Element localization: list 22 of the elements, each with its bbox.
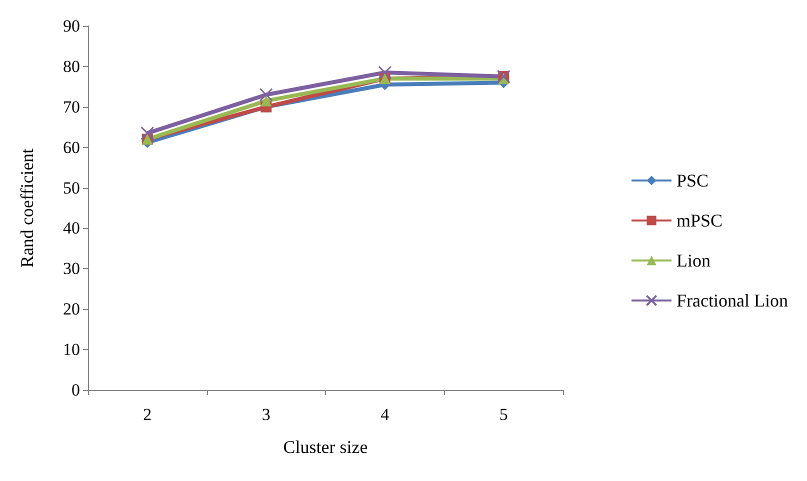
x-tick-label: 5	[499, 405, 508, 424]
y-tick-label: 40	[63, 218, 80, 238]
y-axis-title: Rand coefficient	[17, 148, 37, 268]
y-tick-label: 80	[63, 56, 80, 76]
legend-label: Lion	[676, 250, 711, 270]
point	[378, 66, 392, 80]
x-tick-label: 3	[262, 405, 270, 424]
y-tick-label: 60	[63, 138, 80, 157]
x-tick-label: 2	[143, 405, 152, 424]
legend-label: PSC	[676, 170, 709, 190]
y-tick-label: 30	[63, 259, 80, 278]
y-tick-label: 20	[63, 300, 80, 319]
y-tick-label: 50	[63, 178, 80, 198]
point	[140, 126, 154, 140]
x-tick-label: 4	[380, 405, 390, 424]
y-tick-label: 0	[72, 380, 80, 400]
legend-label: mPSC	[676, 210, 723, 230]
y-tick-label: 90	[63, 16, 80, 36]
y-tick-label: 70	[63, 97, 80, 116]
y-tick-label: 10	[63, 340, 80, 360]
x-axis-title: Cluster size	[283, 437, 368, 457]
legend-label: Fractional Lion	[676, 290, 788, 310]
